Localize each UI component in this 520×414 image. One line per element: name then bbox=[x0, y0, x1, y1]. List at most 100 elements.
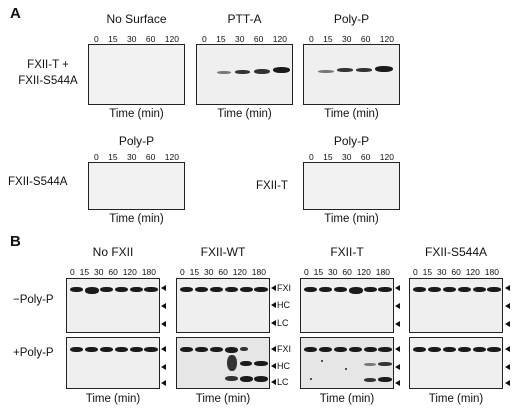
row-label-line2: FXII-S544A bbox=[18, 75, 78, 87]
band bbox=[195, 347, 208, 352]
arrow-left-icon bbox=[271, 285, 276, 291]
time-axis-label: Time (min) bbox=[428, 393, 484, 405]
tick: 120 bbox=[379, 34, 394, 44]
tick: 15 bbox=[422, 267, 433, 277]
band bbox=[100, 287, 113, 292]
band bbox=[227, 355, 237, 371]
marker-hc: HC bbox=[271, 361, 290, 371]
blot-s544a-poly-p bbox=[88, 162, 185, 210]
tick: 60 bbox=[145, 152, 156, 162]
band bbox=[487, 287, 501, 292]
blot-ptt-a bbox=[196, 44, 293, 105]
tick: 15 bbox=[108, 152, 118, 162]
marker-lc-label: LC bbox=[277, 377, 289, 387]
speck bbox=[345, 368, 347, 370]
tick: 15 bbox=[79, 267, 90, 277]
tick: 60 bbox=[145, 34, 156, 44]
column-title-fxii-s544a: FXII-S544A bbox=[424, 245, 488, 259]
marker-fxi-label: FXI bbox=[277, 344, 292, 354]
band bbox=[144, 347, 158, 352]
marker-lc: LC bbox=[271, 318, 289, 328]
speck bbox=[310, 378, 312, 380]
band bbox=[458, 287, 471, 292]
band bbox=[85, 287, 99, 294]
band bbox=[195, 287, 208, 292]
tick: 180 bbox=[484, 267, 499, 277]
tick: 120 bbox=[379, 152, 394, 162]
tick: 120 bbox=[164, 34, 179, 44]
tick: 30 bbox=[127, 152, 137, 162]
blot-fxii-t-minus bbox=[300, 278, 394, 333]
tick-row: 0 15 30 60 120 bbox=[309, 34, 394, 44]
band bbox=[473, 287, 486, 292]
time-axis-label: Time (min) bbox=[324, 108, 379, 120]
row-label-fxii-t: FXII-T bbox=[256, 180, 288, 192]
band bbox=[428, 287, 441, 292]
arrow-left-icon bbox=[271, 379, 276, 385]
blot-no-fxii-minus bbox=[66, 278, 160, 333]
arrow-left-icon bbox=[505, 364, 510, 370]
band bbox=[473, 347, 486, 352]
tick: 0 bbox=[180, 267, 185, 277]
arrow-left-icon bbox=[505, 346, 510, 352]
arrow-left-icon bbox=[161, 285, 166, 291]
tick: 15 bbox=[323, 34, 333, 44]
tick: 15 bbox=[323, 152, 333, 162]
band bbox=[273, 67, 290, 73]
tick-row: 0 15 30 60 120 180 bbox=[413, 267, 499, 277]
band bbox=[349, 287, 363, 294]
tick: 0 bbox=[309, 34, 314, 44]
tick: 120 bbox=[164, 152, 179, 162]
blot-no-surface bbox=[88, 44, 185, 105]
marker-hc-label: HC bbox=[277, 361, 290, 371]
arrow-left-icon bbox=[505, 303, 510, 309]
arrow-left-icon bbox=[161, 364, 166, 370]
arrow-left-icon bbox=[395, 303, 400, 309]
band bbox=[334, 287, 347, 292]
tick: 60 bbox=[360, 34, 371, 44]
tick: 30 bbox=[327, 267, 338, 277]
tick: 180 bbox=[251, 267, 266, 277]
band bbox=[364, 363, 376, 366]
row-label-plus-poly-p: +Poly-P bbox=[13, 347, 54, 359]
arrow-left-icon bbox=[505, 380, 510, 386]
band bbox=[130, 287, 143, 292]
tick: 120 bbox=[232, 267, 247, 277]
marker-lc-label: LC bbox=[277, 318, 289, 328]
row-label-fxii-t-s544a: FXII-T + FXII-S544A bbox=[8, 57, 88, 89]
blot-fxii-wt-plus bbox=[176, 337, 270, 389]
tick: 0 bbox=[202, 34, 207, 44]
tick-row: 0 15 30 60 120 bbox=[202, 34, 287, 44]
band bbox=[413, 287, 426, 292]
band bbox=[458, 347, 471, 352]
time-axis-label: Time (min) bbox=[319, 393, 375, 405]
band bbox=[115, 347, 128, 352]
tick: 30 bbox=[127, 34, 137, 44]
band bbox=[254, 69, 270, 74]
tick-row: 0 15 30 60 120 bbox=[94, 34, 179, 44]
arrow-left-icon bbox=[271, 302, 276, 308]
band bbox=[378, 362, 392, 366]
tick: 30 bbox=[203, 267, 214, 277]
column-title-fxii-wt: FXII-WT bbox=[200, 245, 246, 259]
tick: 60 bbox=[253, 34, 264, 44]
band bbox=[210, 287, 223, 292]
time-axis-label: Time (min) bbox=[109, 213, 164, 225]
arrow-left-icon bbox=[271, 346, 276, 352]
band bbox=[364, 378, 376, 382]
tick: 0 bbox=[70, 267, 75, 277]
tick-row: 0 15 30 60 120 180 bbox=[70, 267, 156, 277]
tick-row: 0 15 30 60 120 bbox=[309, 152, 394, 162]
tick: 30 bbox=[93, 267, 104, 277]
band bbox=[356, 68, 372, 72]
tick-row: 0 15 30 60 120 bbox=[94, 152, 179, 162]
blot-fxii-t-poly-p bbox=[303, 162, 400, 210]
band bbox=[413, 347, 426, 352]
band bbox=[144, 287, 158, 292]
tick: 0 bbox=[94, 34, 99, 44]
tick: 0 bbox=[413, 267, 418, 277]
band bbox=[304, 347, 317, 352]
band bbox=[375, 66, 393, 72]
tick: 120 bbox=[356, 267, 371, 277]
arrow-left-icon bbox=[505, 321, 510, 327]
